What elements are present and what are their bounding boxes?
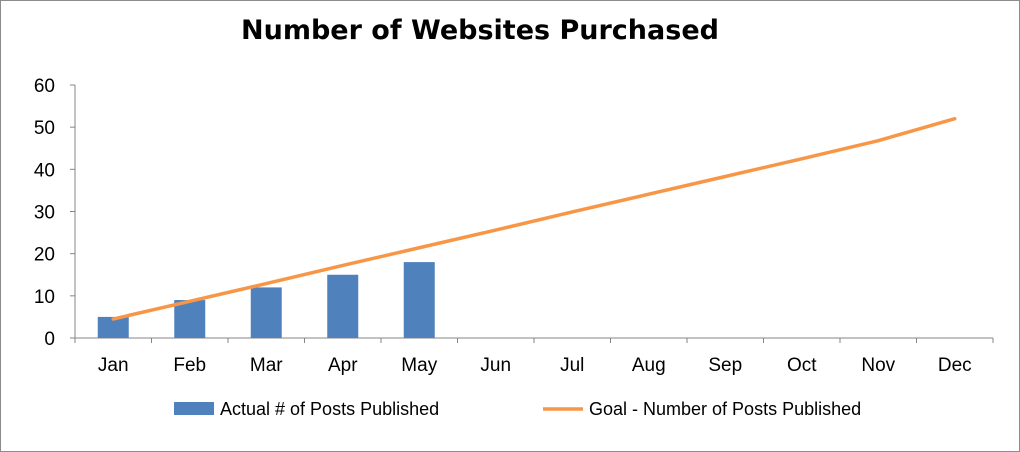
x-tick-label: Aug (632, 355, 666, 376)
x-tick-label: Jan (98, 355, 129, 376)
legend-swatch-actual (174, 402, 214, 415)
y-tick-label: 10 (34, 287, 55, 308)
x-tick-label: Jun (480, 355, 511, 376)
bar-apr (327, 274, 359, 338)
x-tick-label: Oct (787, 355, 817, 376)
y-tick-label: 60 (34, 76, 55, 97)
x-tick-label: Apr (328, 355, 358, 376)
chart-title: Number of Websites Purchased (241, 15, 719, 46)
y-tick-label: 0 (44, 329, 55, 350)
bar-feb (174, 300, 206, 338)
bar-may (403, 262, 435, 338)
x-tick-label: Sep (708, 355, 742, 376)
x-tick-label: Dec (938, 355, 972, 376)
bar-jan (97, 316, 129, 338)
y-tick-label: 30 (34, 203, 55, 224)
y-tick-label: 40 (34, 160, 55, 181)
x-tick-label: May (401, 355, 437, 376)
legend-label-goal: Goal - Number of Posts Published (589, 399, 861, 419)
x-tick-label: Nov (861, 355, 895, 376)
x-tick-label: Jul (560, 355, 584, 376)
bar-mar (250, 287, 282, 338)
y-tick-label: 50 (34, 118, 55, 139)
x-tick-label: Feb (173, 355, 206, 376)
y-tick-label: 20 (34, 245, 55, 266)
legend-label-actual: Actual # of Posts Published (220, 399, 439, 419)
goal-line (111, 116, 957, 321)
x-tick-label: Mar (250, 355, 283, 376)
